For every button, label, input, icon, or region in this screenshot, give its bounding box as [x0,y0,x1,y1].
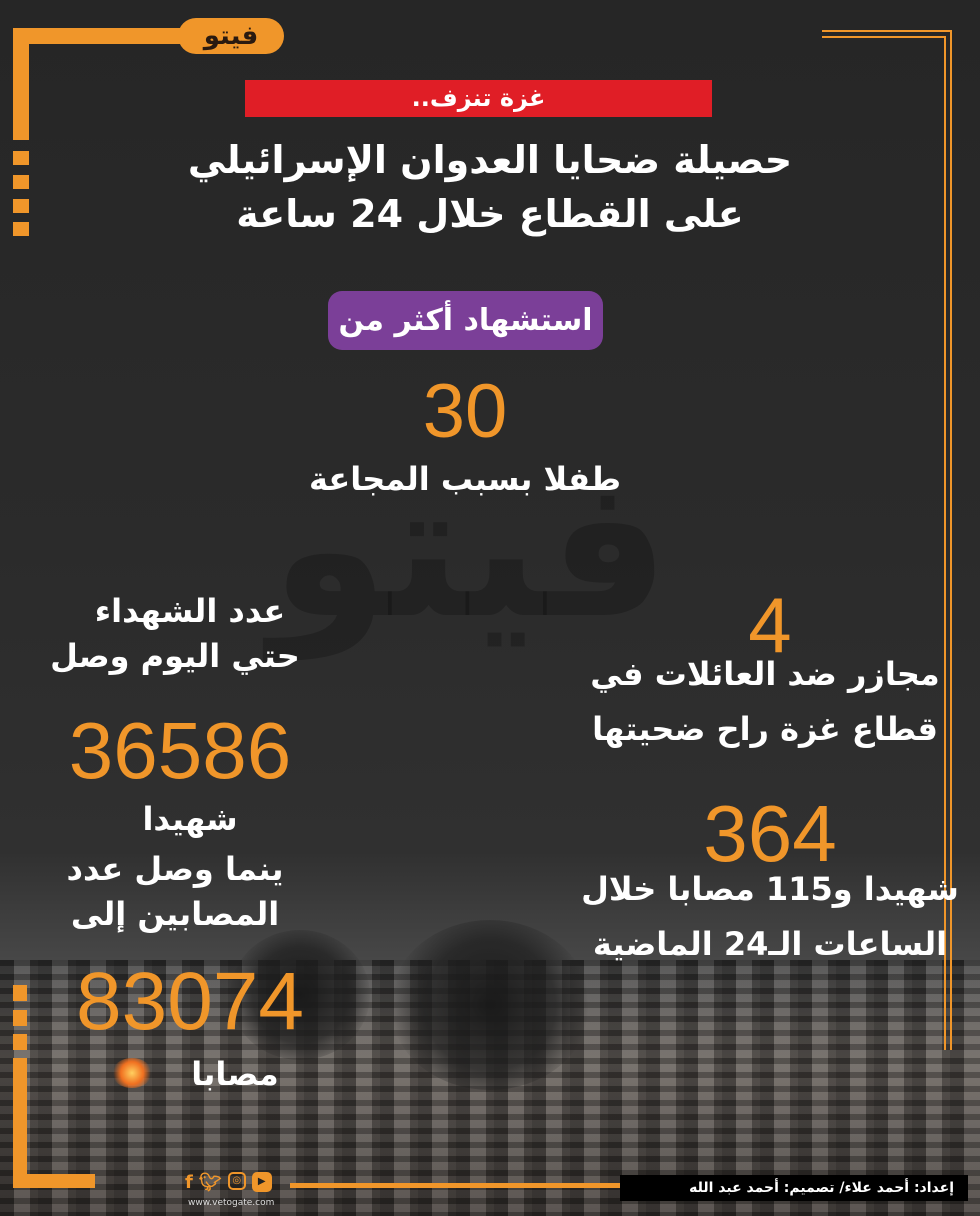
frame-line [822,30,952,32]
total-mid-2: المصابين إلى [70,895,280,933]
frame-line [822,36,944,38]
twitter-icon[interactable]: 🐦︎ [198,1172,222,1193]
website-url[interactable]: www.vetogate.com [188,1198,275,1208]
instagram-icon[interactable]: ◎ [227,1172,246,1190]
frame-line [944,36,946,1050]
frame-left [13,28,29,140]
smoke-cloud [230,930,370,1060]
frame-dash [13,1010,27,1026]
massacres-number: 4 [748,581,792,669]
frame-dash [13,175,29,189]
total-intro-1: عدد الشهداء [94,592,286,630]
martyrs-number: 36586 [68,706,292,795]
title-line-1: حصيلة ضحايا العدوان الإسرائيلي [187,138,793,182]
massacres-line-1: مجازر ضد العائلات في [590,655,940,693]
logo-watermark: فيتو [270,439,670,660]
total-mid-1: ينما وصل عدد [66,850,284,888]
frame-bottom [13,1174,95,1188]
massacres-line-2: قطاع غزة راح ضحيتها [592,710,938,748]
martyrs-label: شهيدا [142,800,238,838]
pill-label: استشهاد أكثر من [328,291,603,350]
frame-dash [13,222,29,236]
frame-dash [13,151,29,165]
frame-dash [13,199,29,213]
frame-line [950,30,952,1050]
logo: فيتو [178,18,284,54]
daily-line-2: الساعات الـ24 الماضية [592,925,948,963]
fire [112,1058,152,1088]
injured-number: 83074 [75,956,305,1047]
title-line-2: على القطاع خلال 24 ساعة [236,192,744,236]
frame-top [13,28,183,44]
frame-dash [13,985,27,1001]
daily-line-1: شهيدا و115 مصابا خلال [581,870,959,908]
injured-label: مصابا [191,1055,279,1093]
daily-number: 364 [703,789,837,878]
children-caption: طفلا بسبب المجاعة [308,460,622,498]
total-intro-2: حتي اليوم وصل [50,637,300,675]
children-number: 30 [422,369,508,454]
youtube-icon[interactable]: ▶ [251,1172,272,1192]
credits: إعداد: أحمد علاء/ تصميم: أحمد عبد الله [620,1175,968,1201]
social-icons: f 🐦︎ ◎ ▶ [185,1172,272,1193]
frame-dash [13,1034,27,1050]
frame-left-bottom [13,1058,27,1188]
facebook-icon[interactable]: f [185,1172,193,1193]
smoke-cloud [390,920,590,1090]
banner: غزة تنزف.. [245,80,712,117]
footer-line [290,1183,622,1188]
